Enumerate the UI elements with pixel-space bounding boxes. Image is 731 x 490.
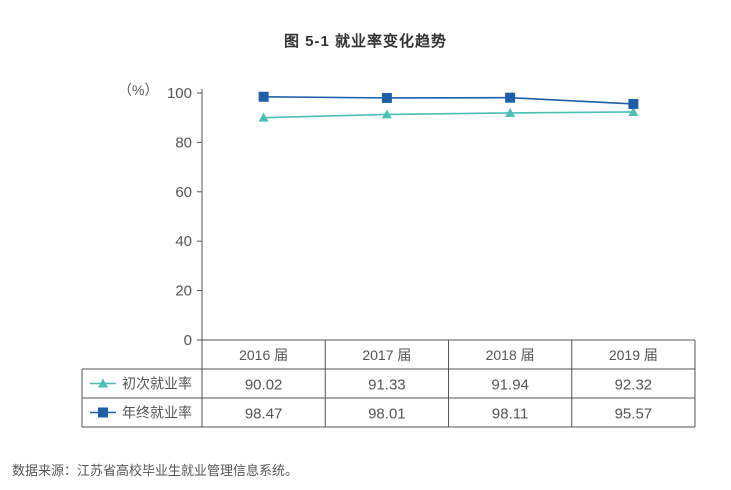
table-value: 92.32 [615,377,653,394]
data-source-note: 数据来源：江苏省高校毕业生就业管理信息系统。 [12,463,299,478]
y-tick-label: 20 [175,283,192,300]
series-line [263,111,634,119]
chart-title: 图 5-1 就业率变化趋势 [283,33,447,50]
data-point [381,92,392,103]
legend-label: 初次就业率 [122,376,192,392]
table-value: 98.11 [492,406,528,423]
data-point [381,109,392,119]
y-tick-label: 0 [184,332,192,349]
data-point [505,92,516,103]
data-point [258,91,269,102]
category-label: 2017 届 [362,347,411,363]
data-point [628,106,639,116]
y-tick-label: 60 [175,184,192,201]
category-label: 2018 届 [486,347,535,363]
series-line [263,95,634,105]
y-tick-label: 100 [167,85,192,102]
legend-label: 年终就业率 [122,405,192,421]
legend-marker [98,407,108,418]
category-label: 2019 届 [609,347,658,363]
y-tick-label: 80 [175,134,192,151]
data-point [258,112,269,122]
category-label: 2016 届 [239,347,288,363]
table-value: 98.01 [368,406,406,423]
table-value: 91.33 [368,377,406,394]
table-value: 90.02 [245,377,283,394]
y-axis-unit: （%） [118,82,159,98]
table-value: 91.94 [491,377,529,394]
data-point [628,98,639,109]
legend-marker [98,378,108,388]
table-value: 98.47 [245,406,283,423]
table-value: 95.57 [615,406,653,423]
data-point [505,107,516,117]
y-tick-label: 40 [175,233,192,250]
